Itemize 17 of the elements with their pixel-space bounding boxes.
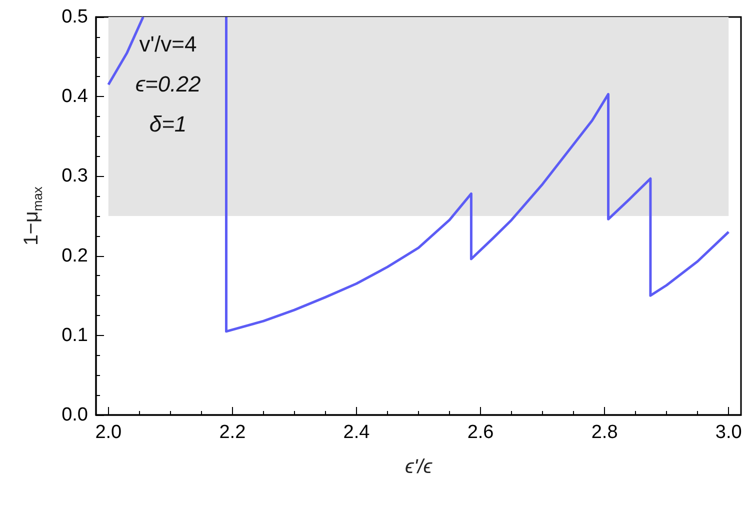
- y-tick-label: 0.5: [62, 6, 88, 28]
- y-tick-label: 0.0: [62, 404, 88, 426]
- x-tick-label: 2.4: [343, 422, 370, 443]
- x-tick-label: 2.8: [591, 422, 618, 443]
- y-tick-label: 0.3: [62, 166, 88, 187]
- y-tick-label: 0.4: [62, 86, 88, 108]
- x-axis-title: ϵ'/ϵ: [404, 456, 434, 478]
- x-tick-label: 2.2: [219, 422, 246, 443]
- annotation: ϵ=0.22: [135, 72, 201, 96]
- annotation: v'/v=4: [139, 32, 197, 56]
- y-axis-title: 1−μmax: [20, 186, 45, 246]
- x-tick-label: 2.6: [467, 422, 494, 443]
- y-tick-label: 0.1: [62, 324, 88, 346]
- x-tick-label: 2.0: [95, 422, 122, 443]
- annotation: δ=1: [149, 112, 187, 136]
- x-tick-label: 3.0: [715, 422, 742, 443]
- y-tick-label: 0.2: [62, 245, 88, 266]
